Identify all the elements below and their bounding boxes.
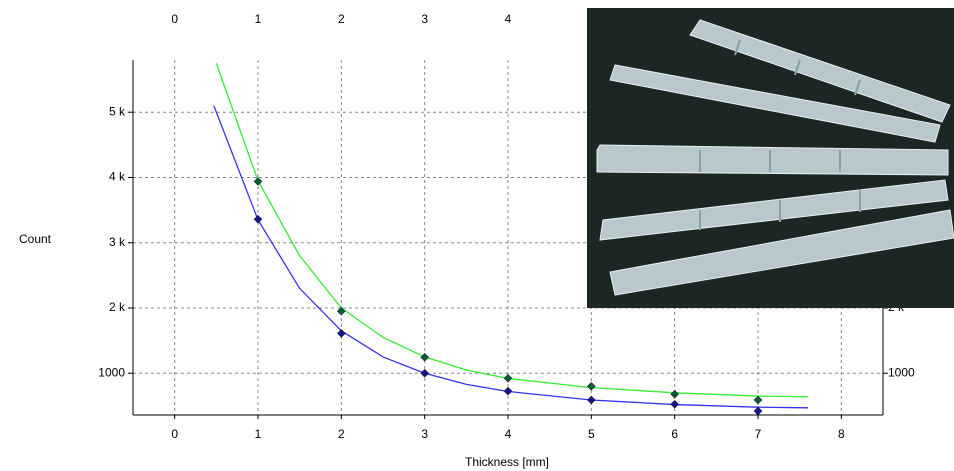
data-point bbox=[253, 214, 263, 224]
data-point bbox=[586, 395, 596, 405]
x-tick-label: 7 bbox=[755, 427, 762, 441]
fit-curve bbox=[213, 105, 809, 409]
data-point bbox=[420, 352, 430, 362]
data-point bbox=[336, 306, 346, 316]
y-tick-label: 3 k bbox=[109, 235, 126, 249]
x-top-tick-label: 1 bbox=[255, 12, 262, 26]
x-axis-label: Thickness [mm] bbox=[465, 455, 549, 469]
x-tick-label: 0 bbox=[171, 427, 178, 441]
data-point bbox=[253, 177, 263, 186]
x-tick-label: 2 bbox=[338, 427, 345, 441]
x-tick-label: 4 bbox=[505, 427, 512, 441]
x-tick-label: 3 bbox=[421, 427, 428, 441]
x-tick-label: 6 bbox=[671, 427, 678, 441]
y-tick-label: 4 k bbox=[109, 170, 126, 184]
y-tick-label: 5 k bbox=[109, 104, 126, 118]
data-point bbox=[503, 386, 513, 396]
x-top-tick-label: 3 bbox=[421, 12, 428, 26]
data-point bbox=[503, 373, 513, 383]
x-top-tick-label: 0 bbox=[171, 12, 178, 26]
y-tick-label: 2 k bbox=[109, 300, 126, 314]
data-point bbox=[670, 389, 680, 399]
data-point bbox=[753, 406, 763, 416]
y-axis-label: Count bbox=[19, 232, 52, 246]
data-point bbox=[420, 368, 430, 378]
x-top-tick-label: 4 bbox=[505, 12, 512, 26]
x-tick-label: 8 bbox=[838, 427, 845, 441]
y-tick-label: 1000 bbox=[98, 365, 125, 379]
data-point bbox=[753, 395, 763, 405]
fit-curve bbox=[215, 63, 809, 398]
photo bbox=[587, 8, 954, 308]
data-point bbox=[336, 329, 346, 338]
x-top-tick-label: 2 bbox=[338, 12, 345, 26]
data-point bbox=[670, 399, 680, 409]
y2-tick-label: 1000 bbox=[888, 365, 915, 379]
data-point bbox=[586, 381, 596, 391]
x-tick-label: 1 bbox=[255, 427, 262, 441]
x-tick-label: 5 bbox=[588, 427, 595, 441]
